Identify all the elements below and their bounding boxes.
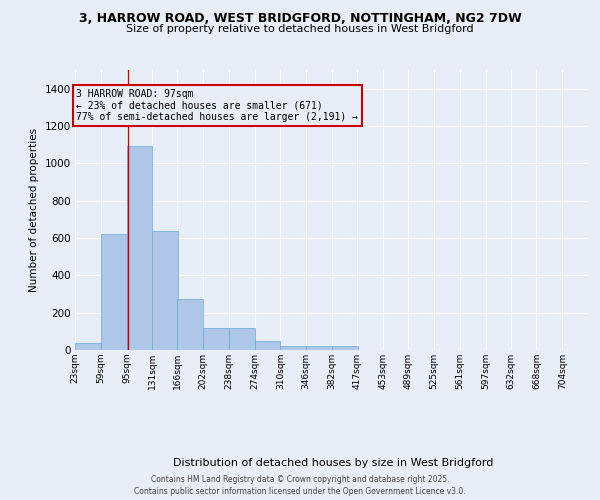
Bar xyxy=(254,340,280,350)
Text: 3, HARROW ROAD, WEST BRIDGFORD, NOTTINGHAM, NG2 7DW: 3, HARROW ROAD, WEST BRIDGFORD, NOTTINGH… xyxy=(79,12,521,26)
Text: 3 HARROW ROAD: 97sqm
← 23% of detached houses are smaller (671)
77% of semi-deta: 3 HARROW ROAD: 97sqm ← 23% of detached h… xyxy=(76,88,358,122)
Text: Distribution of detached houses by size in West Bridgford: Distribution of detached houses by size … xyxy=(173,458,493,468)
Bar xyxy=(127,146,152,350)
Bar xyxy=(306,346,332,350)
Text: Size of property relative to detached houses in West Bridgford: Size of property relative to detached ho… xyxy=(126,24,474,34)
Bar xyxy=(203,328,229,350)
Bar xyxy=(152,230,178,350)
Bar xyxy=(178,298,203,350)
Bar xyxy=(229,328,254,350)
Bar xyxy=(332,346,358,350)
Y-axis label: Number of detached properties: Number of detached properties xyxy=(29,128,39,292)
Bar xyxy=(75,344,101,350)
Text: Contains HM Land Registry data © Crown copyright and database right 2025.
Contai: Contains HM Land Registry data © Crown c… xyxy=(134,474,466,496)
Bar xyxy=(280,346,306,350)
Bar xyxy=(101,234,127,350)
